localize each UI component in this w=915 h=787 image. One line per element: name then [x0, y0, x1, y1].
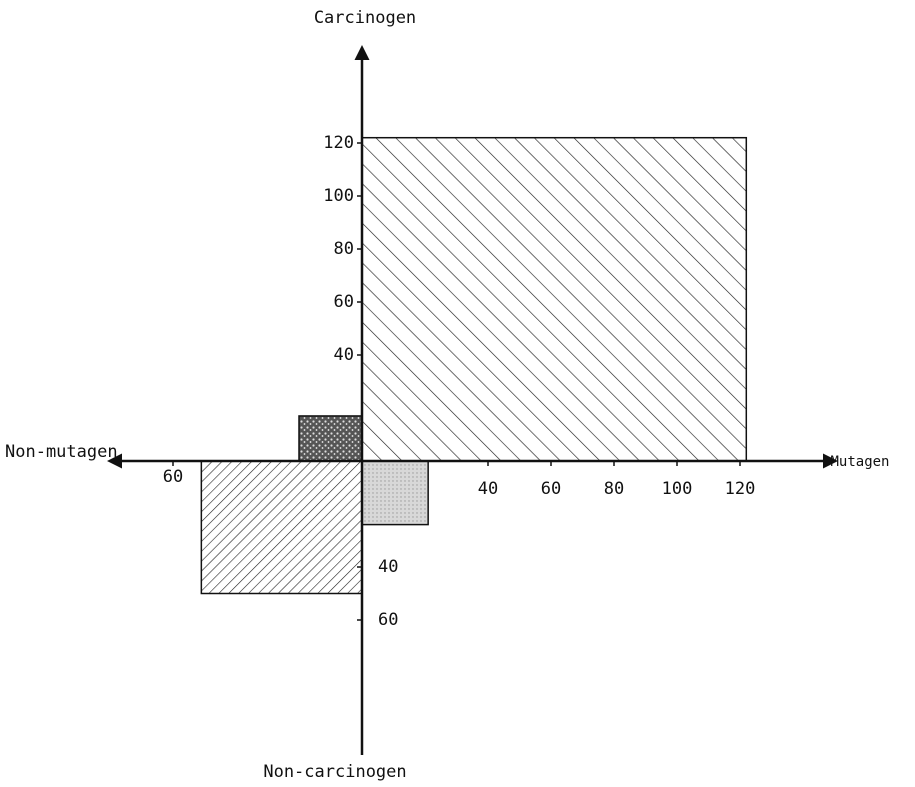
y-tick-label: 100 [323, 186, 354, 206]
y-tick-label: 60 [334, 292, 354, 312]
x-tick-label: 60 [163, 467, 183, 487]
region [200, 460, 363, 595]
x-tick-label: 80 [604, 479, 624, 499]
region [361, 460, 429, 526]
x-tick-label: 40 [478, 479, 498, 499]
x-tick-label: 120 [725, 479, 756, 499]
y-axis-title-neg: Non-carcinogen [263, 762, 406, 782]
x-axis-title-neg: Non-mutagen [5, 442, 118, 462]
y-axis-title: Carcinogen [314, 8, 416, 28]
y-tick-label: 120 [323, 133, 354, 153]
y-tick-label: 60 [378, 610, 398, 630]
x-axis-title: Mutagen [830, 454, 889, 470]
y-tick-label: 40 [334, 345, 354, 365]
region [361, 136, 748, 462]
region [298, 415, 363, 462]
y-tick-label: 80 [334, 239, 354, 259]
x-tick-label: 100 [662, 479, 693, 499]
x-tick-label: 60 [541, 479, 561, 499]
y-tick-label: 40 [378, 557, 398, 577]
